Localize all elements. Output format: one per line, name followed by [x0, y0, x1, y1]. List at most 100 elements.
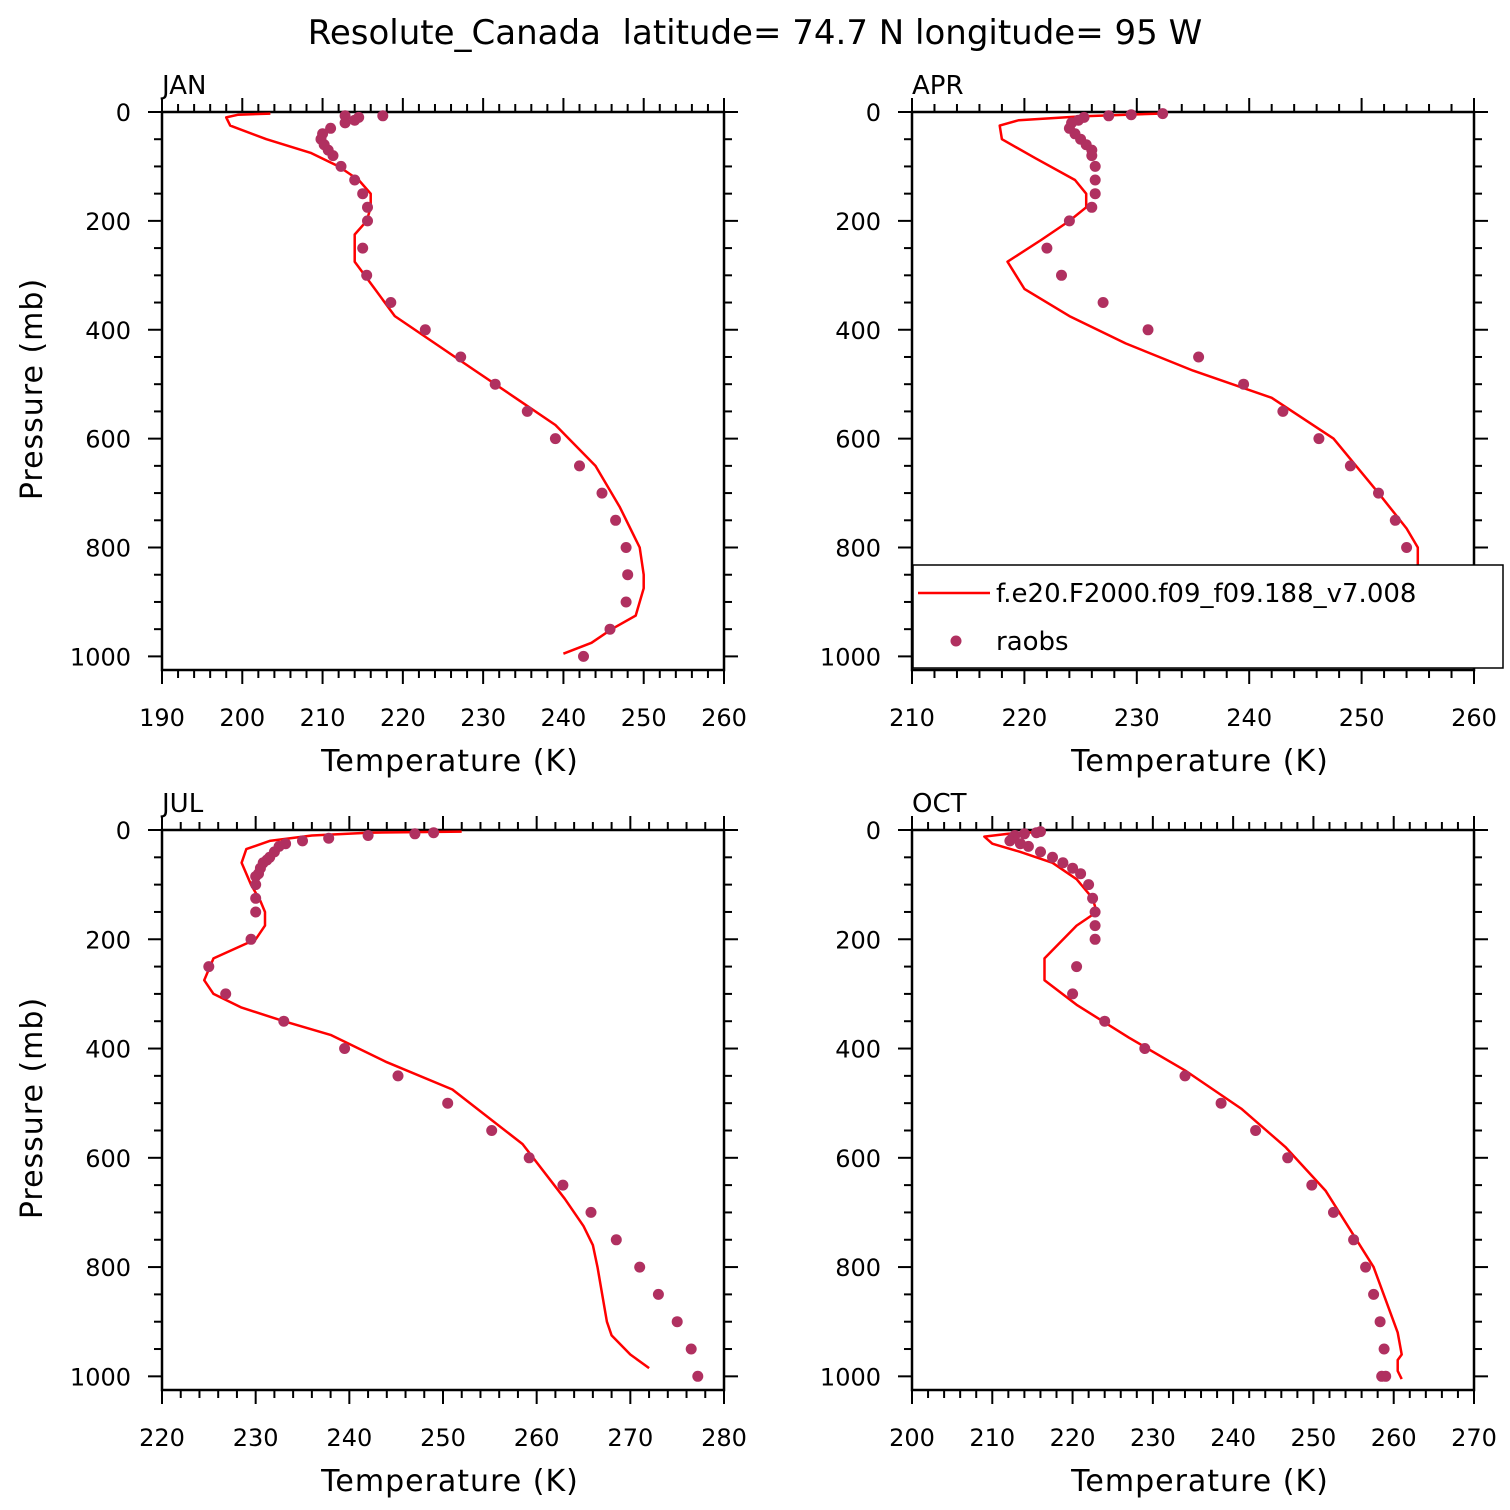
raobs-point: [1238, 378, 1250, 390]
model-series-line: [224, 112, 645, 655]
x-axis-label: Temperature (K): [320, 744, 579, 779]
panel-title: JAN: [160, 71, 206, 101]
legend: f.e20.F2000.f09_f09.188_v7.008 raobs: [912, 564, 1504, 669]
raobs-point: [419, 324, 431, 336]
raobs-point: [1378, 1343, 1390, 1355]
raobs-point: [428, 827, 440, 839]
x-tick-label: 250: [621, 704, 667, 732]
x-tick-label: 210: [969, 1424, 1015, 1452]
raobs-point: [392, 1070, 404, 1082]
raobs-point: [361, 269, 373, 281]
raobs-point: [557, 1179, 569, 1191]
panel-frame: [910, 828, 1476, 1392]
x-tick-label: 230: [233, 1424, 279, 1452]
x-axis-label: Temperature (K): [1070, 1464, 1329, 1499]
y-tick-label: 800: [835, 535, 881, 563]
raobs-point: [377, 110, 389, 122]
raobs-point: [620, 596, 632, 608]
raobs-point: [442, 1097, 454, 1109]
x-tick-label: 210: [300, 704, 346, 732]
raobs-point: [1328, 1206, 1339, 1218]
x-tick-label: 210: [889, 704, 935, 732]
raobs-point: [610, 1234, 622, 1246]
raobs-point: [1047, 851, 1058, 863]
raobs-point: [1075, 868, 1087, 880]
y-tick-label: 400: [835, 1036, 881, 1064]
x-tick-label: 260: [701, 704, 747, 732]
panel-oct: OCT 200 210 220 230 240 250 260 270 0 200 400 600 800…: [820, 789, 1497, 1499]
legend-frame: [912, 564, 1504, 669]
raobs-point: [1056, 269, 1067, 281]
raobs-point: [1125, 109, 1137, 121]
y-tick-label: 400: [835, 317, 881, 345]
raobs-point: [1374, 1316, 1386, 1328]
y-axis-label: Pressure (mb): [15, 997, 50, 1219]
raobs-point: [1018, 828, 1030, 840]
raobs-point: [1373, 487, 1384, 499]
y-tick-label: 0: [116, 817, 131, 845]
panel-title: OCT: [912, 789, 967, 819]
legend-obs-marker: [950, 635, 962, 647]
raobs-point: [1022, 840, 1034, 852]
raobs-point: [1030, 827, 1042, 839]
raobs-point: [1306, 1179, 1318, 1191]
raobs-point: [1348, 1234, 1360, 1246]
x-tick-label: 250: [1339, 704, 1385, 732]
raobs-point: [1139, 1043, 1151, 1054]
x-tick-label: 200: [219, 704, 265, 732]
raobs-point: [1215, 1097, 1227, 1109]
x-tick-label: 270: [607, 1424, 653, 1452]
y-tick-label: 200: [85, 926, 131, 954]
x-tick-label: 260: [1451, 704, 1497, 732]
raobs-point: [327, 150, 339, 162]
panel-apr: APR 210 220 230 240 250 260 0 200 400 600 800 1000 Te…: [820, 71, 1497, 779]
raobs-point: [220, 988, 232, 1000]
raobs-point: [1313, 433, 1325, 445]
raobs-point: [523, 1152, 535, 1164]
raobs-point: [409, 828, 421, 840]
raobs-point: [1389, 514, 1401, 526]
raobs-point: [1089, 933, 1101, 945]
raobs-point: [622, 569, 634, 581]
raobs-point: [1089, 188, 1101, 200]
raobs-point: [339, 1043, 351, 1054]
x-tick-label: 200: [889, 1424, 935, 1452]
y-tick-label: 800: [85, 535, 131, 563]
x-tick-label: 220: [1050, 1424, 1096, 1452]
raobs-point: [325, 122, 337, 134]
raobs-point: [1401, 542, 1413, 553]
raobs-point: [1142, 324, 1154, 336]
y-tick-label: 600: [85, 426, 131, 454]
x-tick-label: 260: [514, 1424, 560, 1452]
raobs-point: [671, 1316, 683, 1328]
raobs-point: [1089, 160, 1101, 172]
raobs-point: [604, 623, 616, 635]
raobs-point: [1360, 1261, 1372, 1273]
panel-frame: [160, 110, 726, 672]
raobs-point: [1071, 961, 1083, 973]
raobs-point: [1086, 201, 1098, 213]
raobs-point: [1179, 1070, 1191, 1082]
y-tick-label: 800: [835, 1254, 881, 1282]
raobs-point: [362, 201, 373, 213]
raobs-point: [1057, 857, 1069, 869]
x-axis-label: Temperature (K): [320, 1464, 579, 1499]
raobs-point: [634, 1261, 646, 1273]
raobs-point: [1277, 405, 1289, 417]
panel-title: JUL: [160, 789, 204, 819]
raobs-point: [1368, 1288, 1380, 1300]
y-tick-label: 800: [85, 1254, 131, 1282]
raobs-point: [1067, 988, 1079, 1000]
raobs-point: [1089, 174, 1101, 186]
raobs-point: [357, 242, 369, 254]
y-tick-label: 200: [835, 208, 881, 236]
y-tick-label: 400: [85, 317, 131, 345]
raobs-point: [1250, 1125, 1262, 1136]
raobs-point: [1282, 1152, 1294, 1164]
x-tick-label: 250: [420, 1424, 466, 1452]
panel-frame: [910, 110, 1476, 672]
raobs-point: [278, 1015, 290, 1027]
y-tick-label: 600: [835, 1145, 881, 1173]
x-tick-label: 270: [1451, 1424, 1497, 1452]
